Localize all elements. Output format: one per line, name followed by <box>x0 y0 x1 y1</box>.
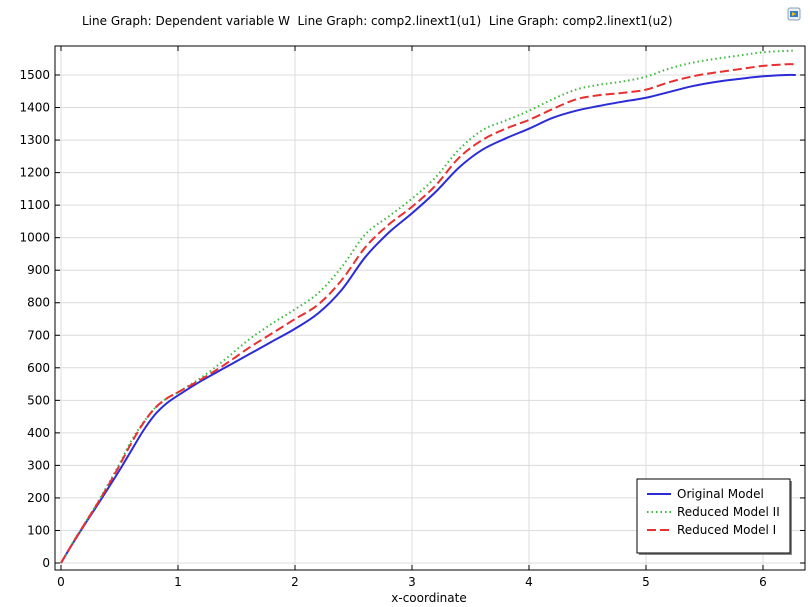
y-tick-label: 1500 <box>19 68 50 82</box>
legend-entry-label: Reduced Model I <box>677 523 776 537</box>
y-tick-label: 1200 <box>19 166 50 180</box>
y-tick-label: 1100 <box>19 198 50 212</box>
legend-entry-label: Reduced Model II <box>677 505 780 519</box>
y-tick-label: 0 <box>42 556 50 570</box>
x-tick-label: 6 <box>759 575 767 589</box>
chart-title: Line Graph: Dependent variable W Line Gr… <box>82 14 673 28</box>
y-tick-label: 1300 <box>19 133 50 147</box>
y-tick-label: 100 <box>27 523 50 537</box>
y-tick-label: 1000 <box>19 231 50 245</box>
series-line-reduced-model-ii <box>60 49 796 564</box>
series-line-original-model <box>60 73 796 564</box>
image-export-icon[interactable] <box>787 7 801 21</box>
y-tick-label: 1400 <box>19 101 50 115</box>
y-tick-label: 300 <box>27 458 50 472</box>
x-tick-label: 4 <box>525 575 533 589</box>
x-tick-label: 5 <box>642 575 650 589</box>
legend: Original Model Reduced Model II Reduced Mo… <box>636 478 792 555</box>
x-axis-label: x-coordinate <box>391 591 466 605</box>
y-tick-label: 900 <box>27 263 50 277</box>
x-tick-label: 1 <box>174 575 182 589</box>
y-tick-label: 500 <box>27 393 50 407</box>
x-axis-ticks: 0 1 2 3 4 5 6 <box>57 46 767 589</box>
legend-box <box>636 478 791 554</box>
x-tick-label: 3 <box>408 575 416 589</box>
y-tick-label: 400 <box>27 426 50 440</box>
y-tick-label: 800 <box>27 296 50 310</box>
legend-entry-label: Original Model <box>677 487 764 501</box>
y-axis-ticks: 0 100 200 300 400 500 600 700 800 900 1000 1100 1200… <box>19 68 805 570</box>
series-lines <box>60 49 796 564</box>
x-tick-label: 2 <box>291 575 299 589</box>
y-tick-label: 600 <box>27 361 50 375</box>
y-tick-label: 200 <box>27 491 50 505</box>
x-tick-label: 0 <box>57 575 65 589</box>
y-tick-label: 700 <box>27 328 50 342</box>
plot-frame <box>54 45 806 571</box>
